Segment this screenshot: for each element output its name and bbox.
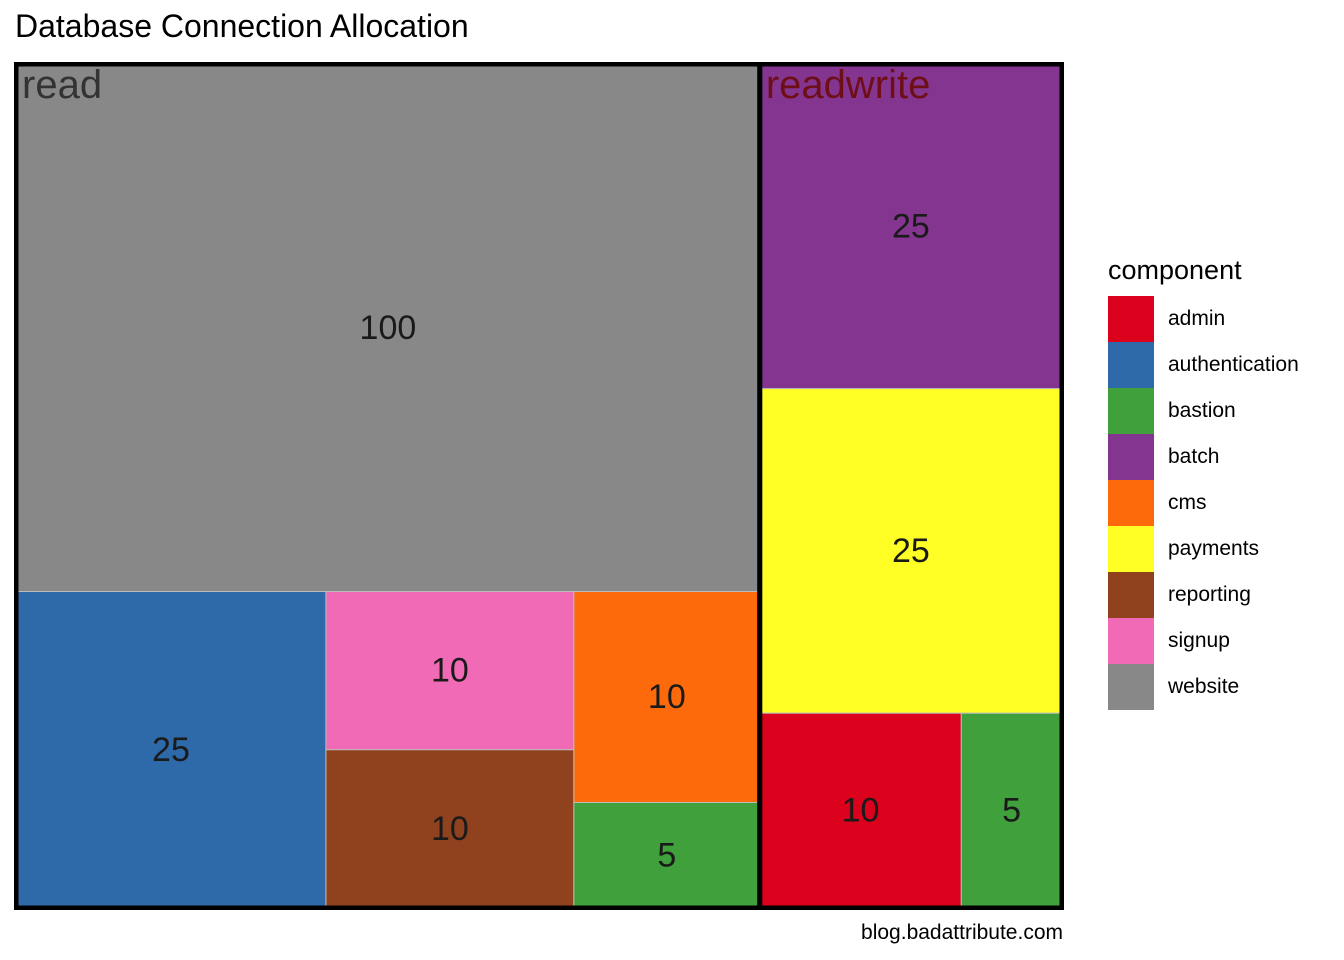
legend-item-bastion: bastion [1108, 388, 1299, 434]
tile-value-label: 10 [842, 792, 880, 830]
legend-label-reporting: reporting [1168, 583, 1251, 606]
tile-value-label: 5 [657, 836, 676, 874]
tile-value-label: 25 [892, 207, 930, 245]
legend-label-batch: batch [1168, 445, 1220, 468]
legend-label-signup: signup [1168, 629, 1230, 652]
legend-item-cms: cms [1108, 480, 1299, 526]
tile-read-reporting [325, 749, 575, 909]
group-label-readwrite: readwrite [766, 63, 931, 107]
legend-label-authentication: authentication [1168, 353, 1299, 376]
legend-swatch-cms [1108, 480, 1154, 526]
treemap-svg: 100 25 10 10 10 5 read 25 25 10 5 readwrite [14, 62, 1064, 910]
tile-readwrite-bastion [960, 712, 1063, 909]
legend-swatch-payments [1108, 526, 1154, 572]
legend-item-payments: payments [1108, 526, 1299, 572]
legend-label-cms: cms [1168, 491, 1207, 514]
legend: component admin authentication bastion batc… [1108, 255, 1299, 710]
legend-swatch-reporting [1108, 572, 1154, 618]
tile-readwrite-batch [759, 63, 1063, 390]
tile-value-label: 10 [648, 678, 686, 716]
tile-read-signup [325, 591, 575, 751]
legend-item-signup: signup [1108, 618, 1299, 664]
legend-item-batch: batch [1108, 434, 1299, 480]
legend-item-reporting: reporting [1108, 572, 1299, 618]
legend-swatch-batch [1108, 434, 1154, 480]
legend-label-website: website [1168, 675, 1240, 698]
legend-items: admin authentication bastion batch cms paymen… [1108, 296, 1299, 710]
tile-read-cms [573, 591, 761, 803]
tile-value-label: 10 [431, 652, 469, 690]
legend-title: component [1108, 255, 1242, 285]
legend-item-authentication: authentication [1108, 342, 1299, 388]
legend-swatch-signup [1108, 618, 1154, 664]
tile-readwrite-payments [759, 388, 1063, 714]
tile-value-label: 100 [360, 309, 417, 347]
legend-swatch-authentication [1108, 342, 1154, 388]
legend-item-website: website [1108, 664, 1299, 710]
tile-value-label: 5 [1002, 792, 1021, 830]
tile-value-label: 25 [892, 532, 930, 570]
legend-label-bastion: bastion [1168, 399, 1236, 422]
legend-swatch-website [1108, 664, 1154, 710]
treemap-group-readwrite: 25 25 10 5 readwrite [757, 62, 1064, 910]
treemap-plot: 100 25 10 10 10 5 read 25 25 10 5 readwrite [14, 62, 1064, 910]
tile-read-authentication [15, 591, 327, 909]
tile-value-label: 10 [431, 810, 469, 848]
chart-title: Database Connection Allocation [15, 8, 469, 44]
legend-swatch-admin [1108, 296, 1154, 342]
tile-read-website [15, 63, 761, 592]
tile-read-bastion [573, 802, 761, 909]
tile-value-label: 25 [152, 731, 190, 769]
group-border-readwrite [757, 62, 1064, 910]
treemap-group-read: 100 25 10 10 10 5 read [14, 62, 763, 910]
legend-item-admin: admin [1108, 296, 1299, 342]
caption: blog.badattribute.com [861, 921, 1063, 944]
legend-label-admin: admin [1168, 307, 1226, 330]
tile-readwrite-admin [759, 712, 962, 909]
legend-swatch-bastion [1108, 388, 1154, 434]
legend-label-payments: payments [1168, 537, 1260, 560]
group-label-read: read [22, 63, 102, 107]
